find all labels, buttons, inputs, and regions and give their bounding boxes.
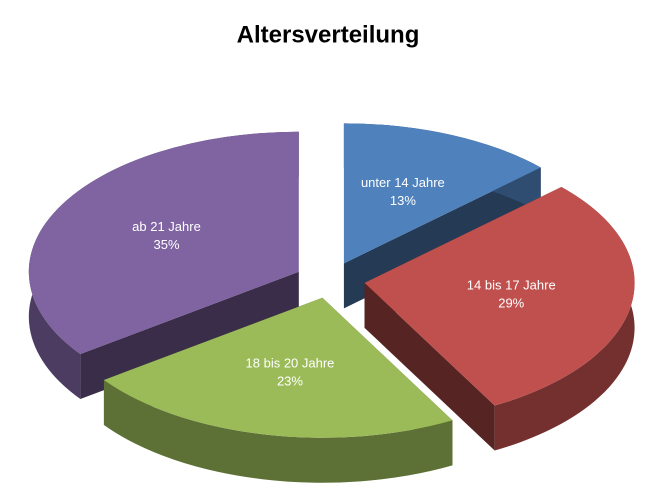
slice: ab 21 Jahre 35% (28, 131, 299, 400)
data-label: 14 bis 17 Jahre (467, 277, 556, 292)
data-label: 35% (153, 237, 179, 252)
slice (364, 187, 635, 406)
data-label: unter 14 Jahre (361, 175, 445, 190)
data-label: 18 bis 20 Jahre (246, 355, 335, 370)
slice-face (80, 271, 299, 400)
slice (103, 297, 453, 438)
slice: 14 bis 17 Jahre 29% (364, 187, 635, 451)
data-label: 23% (277, 373, 303, 388)
data-label: 13% (390, 193, 416, 208)
slice-side (103, 380, 453, 483)
data-label: 29% (498, 295, 524, 310)
slice (28, 131, 299, 355)
slice-face (364, 282, 495, 451)
chart-title: Altersverteilung (237, 21, 420, 48)
slice: 18 bis 20 Jahre 23% (103, 297, 453, 483)
data-label: ab 21 Jahre (132, 219, 201, 234)
slice (343, 123, 541, 264)
